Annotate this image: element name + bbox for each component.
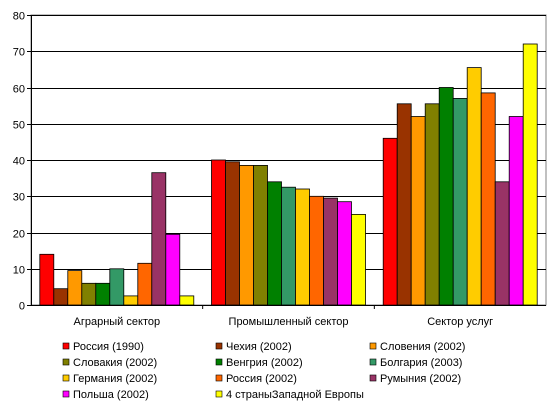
legend-label: Венгрия (2002) bbox=[226, 357, 303, 369]
bar bbox=[396, 103, 412, 306]
bar bbox=[480, 92, 496, 306]
bar bbox=[438, 87, 454, 306]
y-tick-label: 60 bbox=[13, 84, 25, 96]
bar bbox=[151, 172, 167, 306]
bar bbox=[508, 116, 524, 306]
legend-label: Чехия (2002) bbox=[226, 341, 292, 353]
bar bbox=[81, 282, 97, 306]
bar bbox=[253, 164, 268, 306]
x-category-label: Промышленный сектор bbox=[229, 316, 349, 328]
bar bbox=[323, 197, 338, 306]
legend-swatch bbox=[215, 374, 223, 382]
bar bbox=[382, 137, 398, 306]
legend-swatch bbox=[215, 358, 223, 366]
y-tick-label: 20 bbox=[13, 229, 25, 241]
legend-label: Словакия (2002) bbox=[73, 357, 157, 369]
y-axis-ticks: 0 10 20 30 40 50 60 70 80 bbox=[13, 11, 546, 313]
legend-label: Болгария (2003) bbox=[380, 357, 462, 369]
bar bbox=[267, 181, 282, 306]
legend-label: Германия (2002) bbox=[73, 373, 157, 385]
y-tick-label: 10 bbox=[13, 265, 25, 277]
legend-label: 4 страныЗападной Европы bbox=[226, 389, 364, 401]
bar bbox=[95, 282, 111, 306]
legend-label: Россия (1990) bbox=[73, 341, 144, 353]
bars bbox=[39, 43, 538, 306]
legend-swatch bbox=[369, 342, 377, 350]
legend-swatch bbox=[62, 374, 70, 382]
bar bbox=[137, 262, 153, 306]
bar bbox=[39, 253, 55, 306]
bar bbox=[494, 181, 510, 306]
legend-swatch bbox=[215, 342, 223, 350]
legend-swatch bbox=[369, 358, 377, 366]
bar bbox=[410, 116, 426, 306]
y-tick-label: 30 bbox=[13, 192, 25, 204]
bar bbox=[239, 164, 254, 306]
legend-label: Словения (2002) bbox=[380, 341, 465, 353]
bar bbox=[179, 295, 195, 306]
bar bbox=[522, 43, 538, 306]
legend-swatch bbox=[62, 342, 70, 350]
legend-swatch bbox=[62, 358, 70, 366]
bar bbox=[281, 186, 296, 306]
bar bbox=[452, 98, 468, 306]
legend: Россия (1990) Чехия (2002) Словения (2002)… bbox=[62, 341, 465, 401]
bar bbox=[109, 268, 125, 306]
bar bbox=[165, 233, 181, 306]
x-category-label: Сектор услуг bbox=[427, 316, 493, 328]
bar bbox=[67, 270, 83, 306]
bar bbox=[295, 188, 310, 306]
x-axis-categories: Аграрный сектор Промышленный сектор Сектор… bbox=[74, 305, 493, 328]
y-tick-label: 40 bbox=[13, 156, 25, 168]
legend-swatch bbox=[215, 390, 223, 398]
legend-label: Румыния (2002) bbox=[380, 373, 461, 385]
y-tick-label: 0 bbox=[19, 301, 25, 313]
bar bbox=[225, 161, 240, 306]
y-tick-label: 50 bbox=[13, 120, 25, 132]
bar bbox=[53, 288, 69, 306]
x-category-label: Аграрный сектор bbox=[74, 316, 161, 328]
bar bbox=[337, 201, 352, 306]
bar bbox=[351, 213, 366, 306]
bar bbox=[424, 103, 440, 306]
bar bbox=[211, 159, 226, 306]
bar bbox=[123, 295, 139, 306]
legend-label: Россия (2002) bbox=[226, 373, 297, 385]
bar bbox=[309, 195, 324, 306]
y-tick-label: 70 bbox=[13, 47, 25, 59]
bar bbox=[466, 67, 482, 306]
legend-label: Польша (2002) bbox=[73, 389, 149, 401]
legend-swatch bbox=[369, 374, 377, 382]
y-tick-label: 80 bbox=[13, 11, 25, 23]
legend-swatch bbox=[62, 390, 70, 398]
